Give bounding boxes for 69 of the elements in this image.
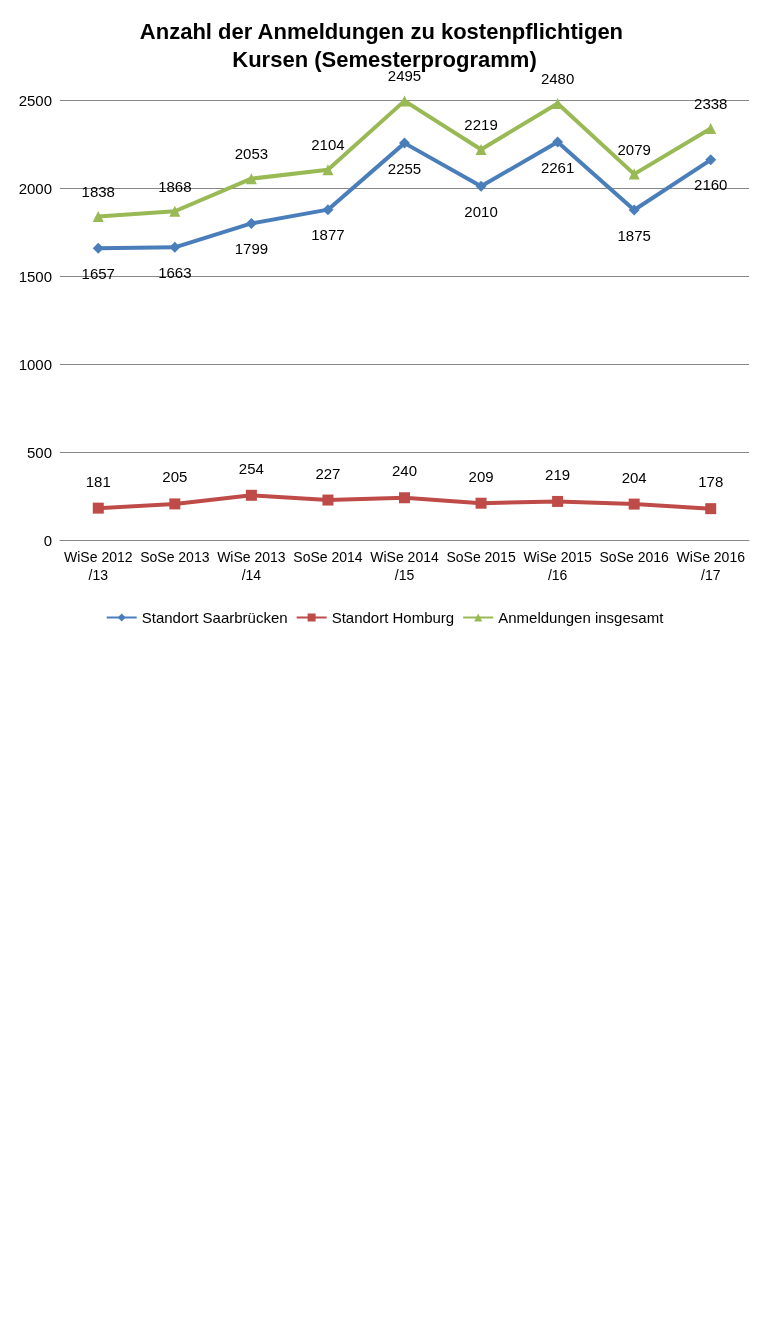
point [628,204,640,216]
x-tick-label: SoSe 2015 [446,549,516,565]
data-label: 205 [162,468,188,486]
x-tick-label: WiSe 2016/17 [676,549,746,583]
data-label: 1799 [234,239,269,257]
point [245,217,257,229]
point [705,503,717,515]
x-tick-label: SoSe 2013 [140,549,210,565]
y-tick-label: 500 [26,443,52,461]
legend-label: Standort Homburg [331,609,455,626]
point [169,498,181,510]
data-label: 2079 [617,140,651,158]
data-label: 227 [315,464,341,482]
data-label: 204 [621,468,647,486]
point [169,205,181,217]
data-label: 2480 [540,70,575,88]
data-label: 2160 [694,176,728,194]
data-label: 181 [85,472,111,490]
y-tick-label: 1000 [18,355,52,373]
data-label: 254 [238,459,264,477]
point [322,164,334,176]
data-label: 2255 [387,159,422,177]
point [475,143,487,155]
data-label: 209 [468,467,494,485]
y-tick-label: 0 [43,531,52,549]
data-label: 178 [698,473,724,491]
x-tick-label: WiSe 2014/15 [370,549,439,583]
x-tick-label: WiSe 2013/14 [217,549,286,583]
data-label: 2219 [464,115,498,133]
data-label: 1868 [158,177,192,195]
data-label: 2261 [540,158,575,176]
data-label: 219 [545,465,571,483]
point [245,489,257,501]
data-label: 2338 [694,95,728,113]
point [399,95,410,107]
point [245,173,257,185]
y-tick-label: 2000 [18,179,52,197]
legend-label: Anmeldungen insgesamt [498,609,665,626]
point [475,180,487,192]
data-label: 1838 [81,183,115,201]
point [322,204,334,216]
data-label: 1663 [158,263,192,281]
data-label: 1877 [311,226,345,244]
data-label: 240 [391,462,418,480]
point [552,495,564,507]
point [92,502,104,514]
x-tick-label: SoSe 2014 [293,549,363,565]
point [705,123,717,135]
point [475,497,487,509]
point [169,241,181,253]
point [399,492,410,504]
x-tick-label: WiSe 2012/13 [64,549,133,583]
legend-label: Standort Saarbrücken [141,609,288,626]
data-label: 1657 [81,264,115,282]
y-tick-label: 1500 [18,267,52,285]
data-label: 2010 [464,202,498,220]
point [705,154,717,166]
x-tick-label: WiSe 2015/16 [523,549,593,583]
point [628,498,640,510]
point [628,168,640,180]
data-label: 2053 [234,145,269,163]
data-label: 1875 [617,226,651,244]
point [552,136,564,148]
point [399,137,410,149]
point [92,211,104,223]
data-label: 2104 [311,136,345,154]
x-tick-label: SoSe 2016 [599,549,670,565]
y-tick-label: 2500 [18,91,52,109]
point [322,494,334,506]
